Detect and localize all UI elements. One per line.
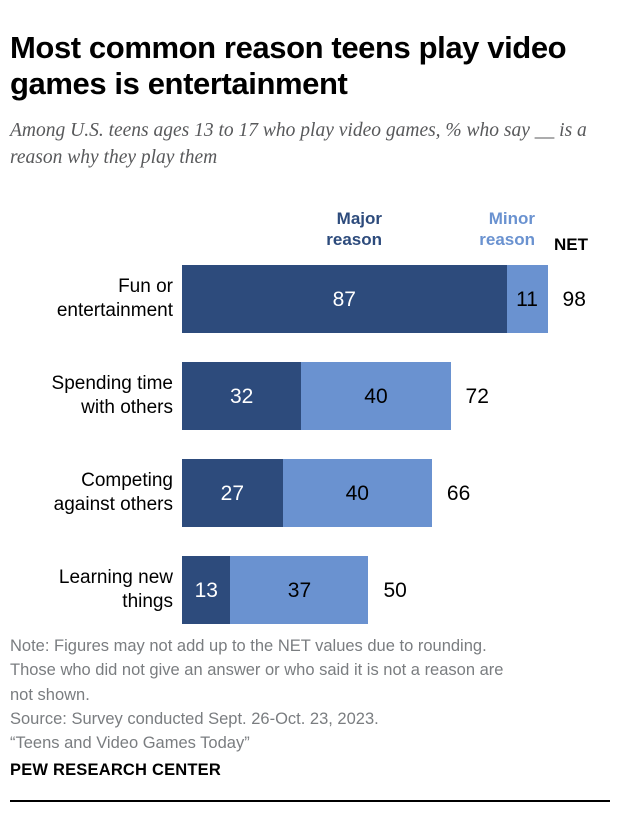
source-line: Source: Survey conducted Sept. 26-Oct. 2… xyxy=(10,709,379,728)
bar-value-major: 27 xyxy=(220,481,245,505)
bar-segment-minor: 40 xyxy=(301,362,451,430)
category-label: Spending time with others xyxy=(51,372,173,418)
bar-segment-major: 87 xyxy=(182,265,507,333)
bar-segment-minor: 11 xyxy=(506,265,548,333)
legend-minor-reason: Minor reason xyxy=(479,209,535,250)
chart-row: Spending time with others 32 40 72 xyxy=(10,362,610,430)
note-line: Those who did not give an answer or who … xyxy=(10,661,504,680)
bar-segment-major: 27 xyxy=(182,459,283,527)
net-value: 50 xyxy=(383,578,407,602)
legend-net: NET xyxy=(554,235,588,254)
bar-value-major: 13 xyxy=(194,578,218,602)
chart-footer: PEW RESEARCH CENTER xyxy=(10,761,610,802)
category-label: Learning new things xyxy=(58,566,173,612)
bar-segment-minor: 37 xyxy=(230,556,369,624)
chart-legend: Major reason Minor reason NET xyxy=(10,208,610,260)
bar-value-minor: 11 xyxy=(516,287,538,311)
note-line: not shown. xyxy=(10,685,90,704)
chart-subtitle: Among U.S. teens ages 13 to 17 who play … xyxy=(10,119,587,169)
bar-segment-minor: 40 xyxy=(282,459,432,527)
stacked-bar: 13 37 50 xyxy=(182,556,407,624)
chart-row: Competing against others 27 40 66 xyxy=(10,459,610,527)
bar-segment-major: 13 xyxy=(182,556,231,624)
chart-row: Fun or entertainment 87 11 98 xyxy=(10,265,610,333)
report-title-line: “Teens and Video Games Today” xyxy=(10,734,250,752)
note-line: Note: Figures may not add up to the NET … xyxy=(10,637,487,655)
category-label: Fun or entertainment xyxy=(56,275,173,321)
legend-major-reason: Major reason xyxy=(326,209,382,250)
category-label: Competing against others xyxy=(53,469,173,515)
pew-research-center-brand: PEW RESEARCH CENTER xyxy=(10,761,221,779)
bar-value-minor: 37 xyxy=(287,578,312,602)
chart-notes: Note: Figures may not add up to the NET … xyxy=(10,634,610,755)
page-title: Most common reason teens play video game… xyxy=(10,30,567,102)
net-value: 72 xyxy=(465,384,489,408)
bar-value-minor: 40 xyxy=(364,384,388,408)
bar-segment-major: 32 xyxy=(182,362,302,430)
chart-row: Learning new things 13 37 50 xyxy=(10,556,610,624)
stacked-bar: 27 40 66 xyxy=(182,459,470,527)
stacked-bar: 87 11 98 xyxy=(182,265,586,333)
stacked-bar: 32 40 72 xyxy=(182,362,489,430)
bar-value-major: 87 xyxy=(332,287,356,311)
chart-plot-area: Fun or entertainment 87 11 98 Spending t… xyxy=(10,265,610,624)
bar-value-minor: 40 xyxy=(345,481,369,505)
footer-divider xyxy=(10,800,610,802)
net-value: 66 xyxy=(446,481,471,505)
net-value: 98 xyxy=(562,287,586,311)
bar-value-major: 32 xyxy=(230,384,254,408)
